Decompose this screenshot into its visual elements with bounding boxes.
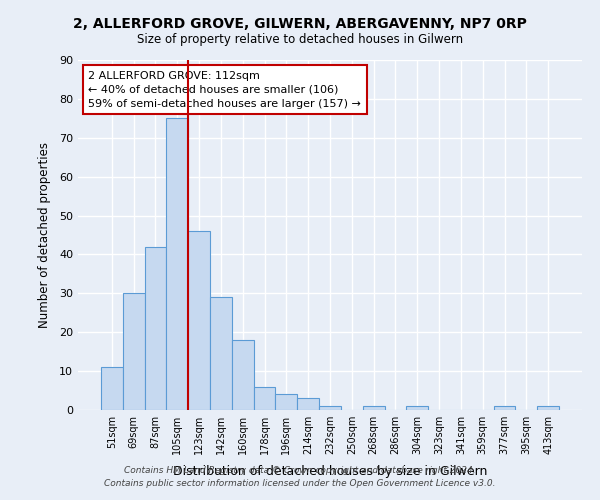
Y-axis label: Number of detached properties: Number of detached properties [38,142,50,328]
Text: 2, ALLERFORD GROVE, GILWERN, ABERGAVENNY, NP7 0RP: 2, ALLERFORD GROVE, GILWERN, ABERGAVENNY… [73,18,527,32]
Bar [188,231,210,410]
Bar [275,394,297,410]
Bar [166,118,188,410]
Bar [363,406,385,410]
Bar [406,406,428,410]
Text: 2 ALLERFORD GROVE: 112sqm
← 40% of detached houses are smaller (106)
59% of semi: 2 ALLERFORD GROVE: 112sqm ← 40% of detac… [88,70,361,108]
Bar [123,294,145,410]
Bar [101,367,123,410]
Bar [494,406,515,410]
X-axis label: Distribution of detached houses by size in Gilwern: Distribution of detached houses by size … [173,466,487,478]
Bar [210,297,232,410]
Bar [319,406,341,410]
Bar [232,340,254,410]
Text: Contains HM Land Registry data © Crown copyright and database right 2024.
Contai: Contains HM Land Registry data © Crown c… [104,466,496,487]
Bar [145,246,166,410]
Bar [254,386,275,410]
Bar [537,406,559,410]
Text: Size of property relative to detached houses in Gilwern: Size of property relative to detached ho… [137,32,463,46]
Bar [297,398,319,410]
